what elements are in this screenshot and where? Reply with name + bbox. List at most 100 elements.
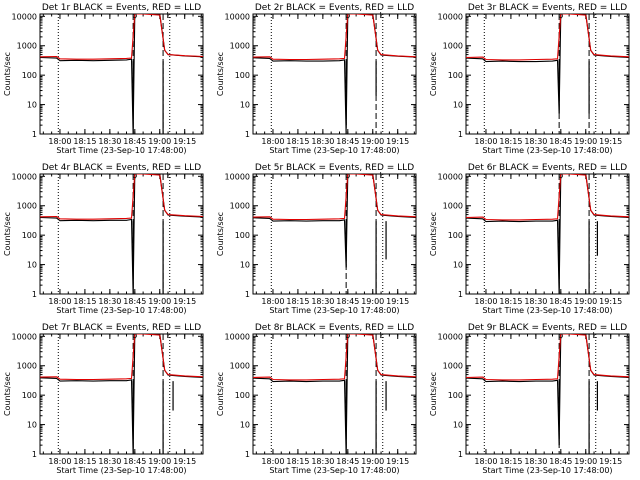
y-tick-label: 10 — [240, 101, 250, 110]
x-tick-label: 18:00 — [474, 457, 497, 466]
x-tick-label: 18:00 — [474, 137, 497, 146]
x-tick-label: 18:45 — [336, 297, 359, 306]
plot-frame — [465, 13, 630, 135]
circle-marker: o — [132, 11, 137, 20]
plot-area — [253, 14, 416, 134]
y-tick-label: 1000 — [17, 362, 37, 371]
x-tick-label: 18:45 — [549, 297, 572, 306]
corner-marker: L — [593, 331, 598, 340]
panel-title: Det 8r BLACK = Events, RED = LLD — [255, 323, 414, 333]
plot-frame — [39, 13, 204, 135]
x-tick-label: 18:30 — [311, 457, 334, 466]
plot-area — [40, 174, 203, 294]
x-axis-label: Start Time (23-Sep-10 17:48:00) — [482, 466, 612, 475]
x-tick-label: 19:15 — [386, 457, 409, 466]
y-axis-label: Counts/sec — [429, 52, 438, 96]
x-tick-label: 19:15 — [173, 137, 196, 146]
y-tick-label: 10 — [27, 421, 37, 430]
corner-marker: L — [593, 11, 598, 20]
panel-det-5: Det 5r BLACK = Events, RED = LLD 1 10 100 10… — [216, 163, 417, 315]
panel-title: Det 3r BLACK = Events, RED = LLD — [468, 3, 627, 13]
panel-title: Det 1r BLACK = Events, RED = LLD — [42, 3, 201, 13]
x-tick-label: 18:30 — [311, 137, 334, 146]
lld-series-line — [40, 14, 203, 60]
plot-area — [253, 334, 416, 454]
panel-det-1: Det 1r BLACK = Events, RED = LLD 1 10 100 10… — [3, 3, 204, 155]
x-tick-label: 18:45 — [123, 297, 146, 306]
y-axis-label: Counts/sec — [216, 52, 225, 96]
x-tick-label: 18:15 — [286, 297, 309, 306]
x-tick-label: 18:00 — [261, 297, 284, 306]
corner-marker: L — [167, 11, 172, 20]
x-axis-label: Start Time (23-Sep-10 17:48:00) — [269, 146, 399, 155]
x-tick-label: 18:00 — [48, 137, 71, 146]
corner-marker: L — [167, 331, 172, 340]
panel-title: Det 4r BLACK = Events, RED = LLD — [42, 163, 201, 173]
x-tick-label: 18:30 — [98, 137, 121, 146]
plot-frame — [252, 333, 417, 455]
x-tick-label: 19:15 — [599, 457, 622, 466]
x-tick-label: 19:00 — [148, 297, 171, 306]
y-tick-label: 10000 — [12, 172, 37, 181]
x-axis-label: Start Time (23-Sep-10 17:48:00) — [269, 466, 399, 475]
y-tick-label: 100 — [235, 391, 250, 400]
x-tick-label: 18:15 — [286, 137, 309, 146]
y-tick-label: 10000 — [12, 332, 37, 341]
x-tick-label: 19:00 — [574, 137, 597, 146]
x-tick-label: 18:15 — [499, 297, 522, 306]
x-tick-label: 19:00 — [361, 457, 384, 466]
y-tick-label: 1000 — [230, 362, 250, 371]
lld-series-line — [466, 334, 629, 381]
panel-title: Det 6r BLACK = Events, RED = LLD — [468, 163, 627, 173]
x-tick-label: 18:00 — [48, 457, 71, 466]
circle-marker: o — [558, 331, 563, 340]
y-tick-label: 100 — [448, 231, 463, 240]
y-tick-label: 10 — [27, 101, 37, 110]
x-tick-label: 18:15 — [499, 137, 522, 146]
lld-series-line — [253, 14, 416, 61]
x-tick-label: 18:30 — [524, 457, 547, 466]
plot-frame — [39, 333, 204, 455]
circle-marker: o — [132, 331, 137, 340]
y-tick-label: 100 — [22, 231, 37, 240]
x-tick-label: 18:00 — [48, 297, 71, 306]
x-tick-label: 19:15 — [386, 137, 409, 146]
y-tick-label: 1 — [32, 130, 37, 139]
panel-det-9: Det 9r BLACK = Events, RED = LLD 1 10 100 10… — [429, 323, 630, 475]
circle-marker: o — [345, 331, 350, 340]
x-tick-label: 18:30 — [524, 137, 547, 146]
plot-area — [466, 14, 629, 134]
y-tick-label: 10000 — [225, 12, 250, 21]
x-axis-label: Start Time (23-Sep-10 17:48:00) — [269, 306, 399, 315]
y-axis-label: Counts/sec — [216, 372, 225, 416]
x-tick-label: 18:45 — [336, 457, 359, 466]
x-tick-label: 19:00 — [574, 457, 597, 466]
plot-area — [40, 14, 203, 134]
panel-title: Det 2r BLACK = Events, RED = LLD — [255, 3, 414, 13]
x-tick-label: 19:15 — [173, 457, 196, 466]
plot-frame — [252, 173, 417, 295]
lld-series-line — [40, 334, 203, 381]
y-tick-label: 10 — [453, 421, 463, 430]
y-tick-label: 10000 — [225, 172, 250, 181]
y-tick-label: 10 — [240, 261, 250, 270]
lld-series-line — [40, 174, 203, 220]
y-tick-label: 10 — [453, 101, 463, 110]
y-axis-label: Counts/sec — [216, 212, 225, 256]
corner-marker: L — [167, 171, 172, 180]
corner-marker: L — [380, 11, 385, 20]
y-tick-label: 1 — [245, 290, 250, 299]
lld-series-line — [466, 174, 629, 221]
circle-marker: o — [132, 171, 137, 180]
y-tick-label: 1 — [458, 450, 463, 459]
panel-det-4: Det 4r BLACK = Events, RED = LLD 1 10 100 10… — [3, 163, 204, 315]
x-axis-label: Start Time (23-Sep-10 17:48:00) — [482, 146, 612, 155]
panel-title: Det 7r BLACK = Events, RED = LLD — [42, 323, 201, 333]
x-tick-label: 19:00 — [361, 137, 384, 146]
panel-det-6: Det 6r BLACK = Events, RED = LLD 1 10 100 10… — [429, 163, 630, 315]
x-tick-label: 18:00 — [474, 297, 497, 306]
x-tick-label: 18:15 — [73, 457, 96, 466]
x-tick-label: 19:00 — [148, 137, 171, 146]
x-tick-label: 18:00 — [261, 137, 284, 146]
